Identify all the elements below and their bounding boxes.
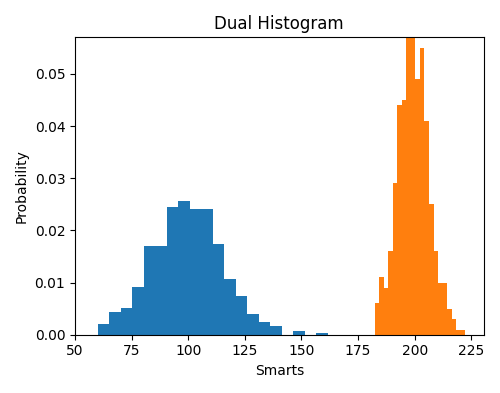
- Bar: [294, 331, 305, 335]
- Bar: [236, 296, 248, 335]
- Bar: [429, 204, 434, 335]
- Bar: [447, 309, 452, 335]
- Bar: [144, 246, 156, 335]
- Bar: [456, 329, 460, 335]
- Bar: [110, 312, 121, 335]
- Bar: [442, 283, 447, 335]
- Bar: [379, 277, 384, 335]
- Bar: [416, 79, 420, 335]
- Bar: [167, 207, 178, 335]
- Bar: [202, 209, 213, 335]
- Bar: [156, 246, 167, 335]
- Bar: [98, 325, 110, 335]
- Bar: [460, 329, 465, 335]
- Bar: [438, 283, 442, 335]
- Bar: [190, 209, 202, 335]
- Bar: [213, 244, 224, 335]
- Bar: [411, 0, 416, 335]
- Bar: [178, 201, 190, 335]
- Bar: [393, 184, 398, 335]
- Bar: [424, 121, 429, 335]
- Bar: [388, 251, 393, 335]
- Bar: [384, 288, 388, 335]
- Bar: [132, 287, 144, 335]
- Bar: [259, 322, 270, 335]
- Bar: [406, 27, 411, 335]
- Bar: [434, 251, 438, 335]
- Bar: [316, 332, 328, 335]
- Y-axis label: Probability: Probability: [15, 149, 29, 223]
- Title: Dual Histogram: Dual Histogram: [214, 15, 344, 33]
- Bar: [224, 279, 236, 335]
- Bar: [398, 105, 402, 335]
- Bar: [402, 100, 406, 335]
- Bar: [420, 48, 424, 335]
- Bar: [374, 303, 379, 335]
- Bar: [452, 319, 456, 335]
- X-axis label: Smarts: Smarts: [254, 364, 304, 378]
- Bar: [121, 308, 132, 335]
- Bar: [248, 314, 259, 335]
- Bar: [270, 327, 282, 335]
